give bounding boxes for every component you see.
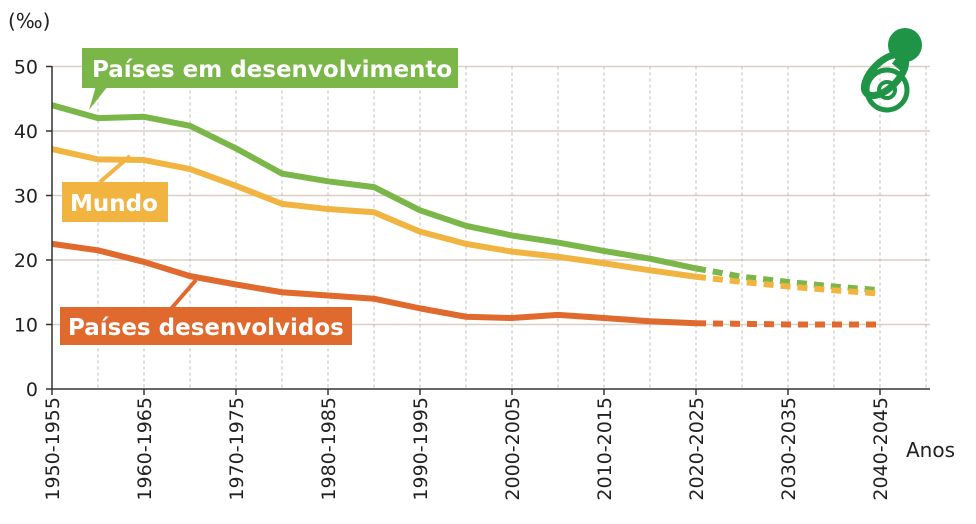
x-tick-labels: 1950-1955 1960-1965 1970-1975 1980-1985 1990…	[42, 389, 892, 501]
label-developing-text: Países em desenvolvimento	[92, 57, 452, 83]
x-tick-label: 1950-1955	[42, 397, 64, 501]
series-lines	[51, 102, 881, 328]
y-tick-label: 30	[14, 186, 38, 208]
x-tick-label: 1960-1965	[134, 397, 156, 501]
x-tick-label: 2020-2025	[686, 397, 708, 501]
label-developed-text: Países desenvolvidos	[68, 315, 344, 341]
y-tick-label: 0	[26, 379, 38, 401]
label-developing: Países em desenvolvimento	[82, 48, 458, 110]
pacifier-icon	[860, 28, 922, 113]
label-world-pointer	[98, 154, 132, 184]
label-developed: Países desenvolvidos	[60, 278, 352, 345]
x-tick-label: 2030-2035	[778, 397, 800, 501]
label-world-box	[62, 182, 168, 222]
axes	[51, 66, 930, 390]
y-tick-label: 50	[14, 57, 38, 79]
x-tick-label: 2000-2005	[502, 397, 524, 501]
y-tick-label: 10	[14, 315, 38, 337]
x-tick-label: 2010-2015	[594, 397, 616, 501]
y-tick-label: 40	[14, 121, 38, 143]
label-developing-box	[82, 48, 458, 88]
y-tick-labels: 0 10 20 30 40 50	[14, 57, 52, 401]
label-world: Mundo	[62, 154, 168, 222]
x-tick-label: 1980-1985	[318, 397, 340, 501]
x-tick-label: 2040-2045	[870, 397, 892, 501]
label-developing-pointer	[89, 86, 108, 110]
y-unit-label: (‰)	[8, 9, 50, 33]
label-developed-pointer	[168, 278, 198, 312]
label-world-text: Mundo	[70, 191, 158, 217]
x-tick-label: 1990-1995	[410, 397, 432, 501]
x-axis-label: Anos	[906, 438, 955, 462]
x-tick-label: 1970-1975	[226, 397, 248, 501]
label-developed-box	[60, 307, 352, 345]
y-tick-label: 20	[14, 250, 38, 272]
